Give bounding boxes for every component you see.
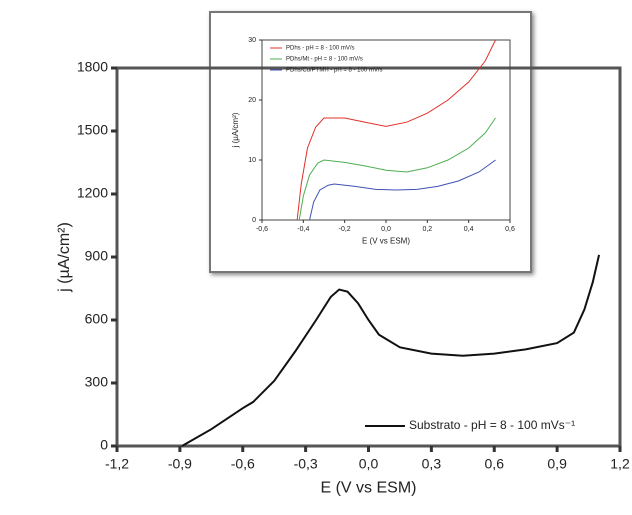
x-tick-label: -0,2 <box>339 226 351 233</box>
series-line <box>181 254 601 447</box>
y-tick-label: 900 <box>85 248 109 264</box>
x-tick-label: 0,2 <box>422 226 432 233</box>
y-tick-label: 1200 <box>77 185 108 201</box>
y-tick-label: 0 <box>252 217 256 224</box>
x-tick-label: 0,6 <box>505 226 515 233</box>
series-line <box>309 159 496 221</box>
y-axis-label: j (µA/cm²) <box>56 222 73 293</box>
y-tick-label: 0 <box>100 437 108 453</box>
legend-label: PDhs/Mt - pH = 8 - 100 mV/s <box>286 57 363 63</box>
x-tick-label: 0,3 <box>422 455 442 471</box>
x-tick-label: 0,0 <box>359 455 379 471</box>
y-tick-label: 1800 <box>77 59 108 75</box>
y-tick-label: 1500 <box>77 122 108 138</box>
x-tick-label: 1,2 <box>610 455 630 471</box>
x-tick-label: -0,4 <box>297 226 309 233</box>
y-axis-label: j (µA/cm²) <box>231 112 240 148</box>
x-tick-label: -0,6 <box>231 455 255 471</box>
legend-label: PDhs - pH = 8 - 100 mV/s <box>286 46 355 52</box>
y-tick-label: 10 <box>248 157 256 164</box>
x-tick-label: 0,0 <box>381 226 391 233</box>
y-tick-label: 30 <box>248 37 256 44</box>
inset-frame <box>209 11 532 273</box>
x-tick-label: 0,4 <box>464 226 474 233</box>
x-tick-label: 0,9 <box>547 455 567 471</box>
x-axis-label: E (V vs ESM) <box>362 236 410 245</box>
legend-label: Substrato - pH = 8 - 100 mVs⁻¹ <box>409 418 575 432</box>
y-tick-label: 300 <box>85 374 109 390</box>
x-tick-label: -0,9 <box>168 455 192 471</box>
series-line <box>298 117 496 221</box>
series-line <box>296 39 496 221</box>
x-tick-label: -1,2 <box>105 455 129 471</box>
y-tick-label: 20 <box>248 97 256 104</box>
x-tick-label: -0,3 <box>294 455 318 471</box>
x-tick-label: -0,6 <box>256 226 268 233</box>
y-tick-label: 600 <box>85 311 109 327</box>
x-tick-label: 0,6 <box>485 455 505 471</box>
x-axis-label: E (V vs ESM) <box>320 480 416 497</box>
legend-label: PDhs/Cu/PTMH - pH = 8 - 100 mV/s <box>286 68 383 74</box>
